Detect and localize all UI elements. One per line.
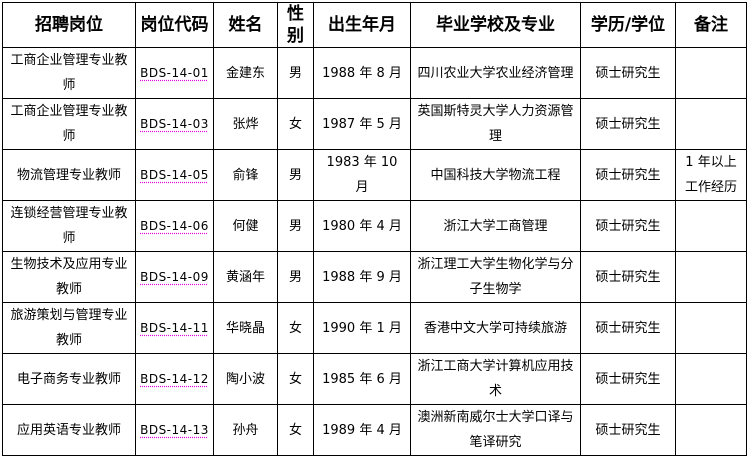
header-note: 备注 bbox=[675, 2, 747, 48]
table-row: 连锁经营管理专业教师 BDS-14-06 何健男 1980 年 4 月浙江大学工商管理… bbox=[2, 200, 747, 252]
gender-cell: 女 bbox=[277, 404, 314, 456]
table-row: 电子商务专业教师 BDS-14-12 陶小波女 1985 年 6 月浙江工商大学计算机… bbox=[2, 353, 747, 405]
school-cell: 浙江工商大学计算机应用技术 bbox=[410, 353, 581, 405]
school-cell: 香港中文大学可持续旅游 bbox=[410, 302, 581, 354]
table-row: 工商企业管理专业教师 BDS-14-01 金建东男 1988 年 8 月四川农业大学农… bbox=[2, 47, 747, 99]
code-cell: BDS-14-05 bbox=[135, 149, 214, 201]
header-row: 招聘岗位 岗位代码 姓名 性别 出生年月 毕业学校及专业 学历/学位 备注 bbox=[2, 2, 747, 48]
birth-cell: 1988 年 8 月 bbox=[313, 47, 411, 99]
note-cell bbox=[675, 302, 747, 354]
degree-cell: 硕士研究生 bbox=[580, 353, 676, 405]
position-cell: 生物技术及应用专业教师 bbox=[2, 251, 136, 303]
header-degree: 学历/学位 bbox=[580, 2, 676, 48]
table-row: 物流管理专业教师 BDS-14-05 俞锋男 1983 年 10 月中国科技大学物流工… bbox=[2, 149, 747, 201]
code-cell: BDS-14-09 bbox=[135, 251, 214, 303]
header-gender: 性别 bbox=[277, 2, 314, 48]
name-cell: 金建东 bbox=[213, 47, 278, 99]
header-code: 岗位代码 bbox=[135, 2, 214, 48]
birth-cell: 1989 年 4 月 bbox=[313, 404, 411, 456]
gender-cell: 男 bbox=[277, 251, 314, 303]
gender-cell: 女 bbox=[277, 353, 314, 405]
degree-cell: 硕士研究生 bbox=[580, 149, 676, 201]
table-row: 生物技术及应用专业教师 BDS-14-09 黄涵年男 1988 年 9 月浙江理工大学… bbox=[2, 251, 747, 303]
header-school: 毕业学校及专业 bbox=[410, 2, 581, 48]
degree-cell: 硕士研究生 bbox=[580, 98, 676, 150]
code-cell: BDS-14-01 bbox=[135, 47, 214, 99]
name-cell: 华晓晶 bbox=[213, 302, 278, 354]
school-cell: 英国斯特灵大学人力资源管理 bbox=[410, 98, 581, 150]
name-cell: 何健 bbox=[213, 200, 278, 252]
name-cell: 陶小波 bbox=[213, 353, 278, 405]
code-cell: BDS-14-06 bbox=[135, 200, 214, 252]
name-cell: 孙舟 bbox=[213, 404, 278, 456]
school-cell: 浙江大学工商管理 bbox=[410, 200, 581, 252]
name-cell: 黄涵年 bbox=[213, 251, 278, 303]
header-name: 姓名 bbox=[213, 2, 278, 48]
table-row: 应用英语专业教师 BDS-14-13 孙舟女 1989 年 4 月澳洲新南威尔士大学口… bbox=[2, 404, 747, 456]
position-cell: 连锁经营管理专业教师 bbox=[2, 200, 136, 252]
note-cell bbox=[675, 98, 747, 150]
birth-cell: 1988 年 9 月 bbox=[313, 251, 411, 303]
code-cell: BDS-14-13 bbox=[135, 404, 214, 456]
degree-cell: 硕士研究生 bbox=[580, 251, 676, 303]
note-cell bbox=[675, 353, 747, 405]
header-position: 招聘岗位 bbox=[2, 2, 136, 48]
degree-cell: 硕士研究生 bbox=[580, 404, 676, 456]
gender-cell: 女 bbox=[277, 98, 314, 150]
note-cell bbox=[675, 200, 747, 252]
birth-cell: 1985 年 6 月 bbox=[313, 353, 411, 405]
table-row: 工商企业管理专业教师 BDS-14-03 张烨女 1987 年 5 月英国斯特灵大学人… bbox=[2, 98, 747, 150]
code-cell: BDS-14-12 bbox=[135, 353, 214, 405]
degree-cell: 硕士研究生 bbox=[580, 47, 676, 99]
code-cell: BDS-14-03 bbox=[135, 98, 214, 150]
gender-cell: 女 bbox=[277, 302, 314, 354]
school-cell: 澳洲新南威尔士大学口译与笔译研究 bbox=[410, 404, 581, 456]
degree-cell: 硕士研究生 bbox=[580, 200, 676, 252]
gender-cell: 男 bbox=[277, 200, 314, 252]
position-cell: 旅游策划与管理专业教师 bbox=[2, 302, 136, 354]
birth-cell: 1990 年 1 月 bbox=[313, 302, 411, 354]
table-row: 旅游策划与管理专业教师 BDS-14-11 华晓晶女 1990 年 1 月香港中文大学… bbox=[2, 302, 747, 354]
note-cell: 1 年以上工作经历 bbox=[675, 149, 747, 201]
birth-cell: 1987 年 5 月 bbox=[313, 98, 411, 150]
note-cell bbox=[675, 404, 747, 456]
code-cell: BDS-14-11 bbox=[135, 302, 214, 354]
position-cell: 应用英语专业教师 bbox=[2, 404, 136, 456]
header-birth: 出生年月 bbox=[313, 2, 411, 48]
birth-cell: 1980 年 4 月 bbox=[313, 200, 411, 252]
position-cell: 工商企业管理专业教师 bbox=[2, 98, 136, 150]
gender-cell: 男 bbox=[277, 149, 314, 201]
degree-cell: 硕士研究生 bbox=[580, 302, 676, 354]
note-cell bbox=[675, 251, 747, 303]
name-cell: 张烨 bbox=[213, 98, 278, 150]
position-cell: 电子商务专业教师 bbox=[2, 353, 136, 405]
gender-cell: 男 bbox=[277, 47, 314, 99]
note-cell bbox=[675, 47, 747, 99]
school-cell: 中国科技大学物流工程 bbox=[410, 149, 581, 201]
name-cell: 俞锋 bbox=[213, 149, 278, 201]
position-cell: 工商企业管理专业教师 bbox=[2, 47, 136, 99]
school-cell: 四川农业大学农业经济管理 bbox=[410, 47, 581, 99]
school-cell: 浙江理工大学生物化学与分子生物学 bbox=[410, 251, 581, 303]
position-cell: 物流管理专业教师 bbox=[2, 149, 136, 201]
birth-cell: 1983 年 10 月 bbox=[313, 149, 411, 201]
